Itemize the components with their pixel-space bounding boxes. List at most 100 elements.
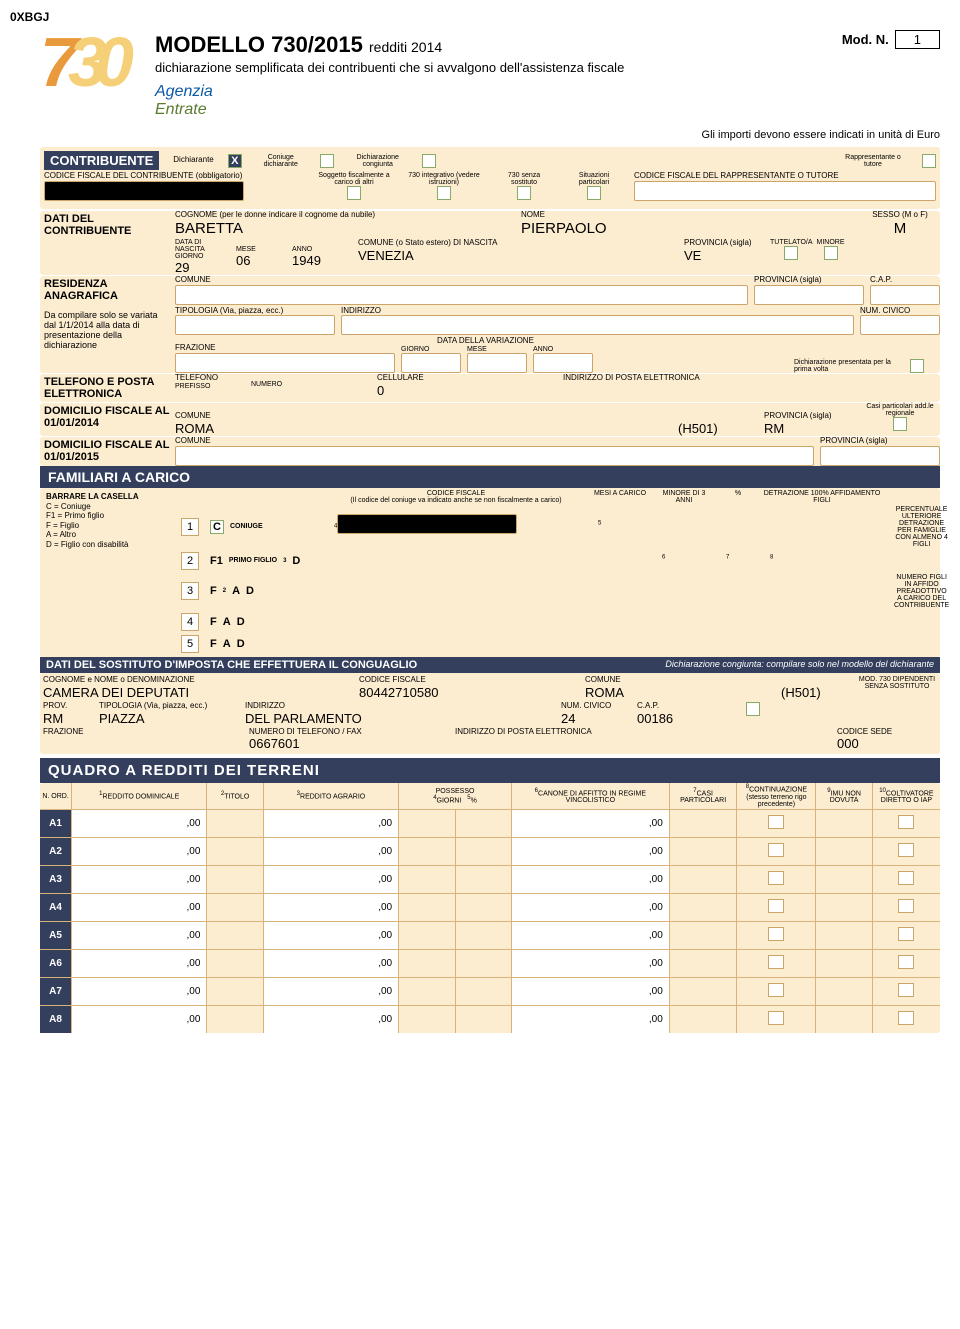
res-cap <box>870 285 940 305</box>
A5-dom: ,00 <box>72 921 207 949</box>
A1-imu <box>816 809 872 837</box>
res-fraz <box>175 353 395 373</box>
tutelato-check[interactable] <box>784 246 798 260</box>
A8-imu <box>816 1005 872 1033</box>
coniuge-label: Coniuge dichiarante <box>256 154 306 168</box>
terreni-table: N. ORD. 1REDDITO DOMINICALE 2TITOLO 3RED… <box>40 783 940 1033</box>
dichiarante-check[interactable]: X <box>228 154 242 168</box>
A2-colt <box>872 837 940 865</box>
A4-canone: ,00 <box>511 893 669 921</box>
cf-value <box>44 181 244 201</box>
residenza-note: Da compilare solo se variata dal 1/1/201… <box>40 308 175 352</box>
minore-check[interactable] <box>824 246 838 260</box>
fam-cf-sub: (Il codice del coniuge va indicato anche… <box>350 497 561 504</box>
casi-l: Casi particolari add.le regionale <box>860 403 940 417</box>
casi-check[interactable] <box>893 417 907 431</box>
A7-tit <box>207 977 263 1005</box>
A4-imu <box>816 893 872 921</box>
cognome-hdr: COGNOME (per le donne indicare il cognom… <box>175 211 515 220</box>
A1-pct <box>455 809 511 837</box>
c-check[interactable]: C <box>210 520 224 534</box>
giorno: 29 <box>175 260 230 275</box>
fam-legend: BARRARE LA CASELLA C = Coniuge F1 = Prim… <box>42 490 177 655</box>
prima-check[interactable] <box>910 359 924 373</box>
senza-check[interactable] <box>517 186 531 200</box>
terr-row-A2: A2 <box>40 837 72 865</box>
integr-check[interactable] <box>437 186 451 200</box>
sost-cf-l: CODICE FISCALE <box>359 676 579 685</box>
A2-tit <box>207 837 263 865</box>
A8-gio <box>399 1005 455 1033</box>
terr-row-A6: A6 <box>40 949 72 977</box>
col-n: N. ORD. <box>40 783 72 809</box>
res-civ <box>860 315 940 335</box>
col-agr: REDDITO AGRARIO <box>300 794 365 801</box>
section-sostituto: DATI DEL SOSTITUTO D'IMPOSTA CHE EFFETTU… <box>40 657 940 673</box>
congiunta-check[interactable] <box>422 154 436 168</box>
A4-cont <box>737 893 816 921</box>
A2-casi <box>669 837 737 865</box>
pref-l: PREFISSO <box>175 383 245 390</box>
fam1-cf <box>337 514 517 534</box>
section-dom15: DOMICILIO FISCALE AL 01/01/2015 <box>40 437 175 466</box>
var-g <box>401 353 461 373</box>
var-g-l: GIORNO <box>401 346 461 353</box>
sost-code: (H501) <box>781 685 851 700</box>
coniuge-check[interactable] <box>320 154 334 168</box>
dom15-comune <box>175 446 814 466</box>
sogg-check[interactable] <box>347 186 361 200</box>
A7-canone: ,00 <box>511 977 669 1005</box>
A7-agr: ,00 <box>263 977 398 1005</box>
res-cap-l: C.A.P. <box>870 276 940 285</box>
dom14-prov: RM <box>764 421 854 436</box>
pct-l: % <box>718 490 758 504</box>
sost-civ-l: NUM. CIVICO <box>561 702 631 711</box>
A7-imu <box>816 977 872 1005</box>
mod730-check[interactable] <box>746 702 760 716</box>
sost-ind: DEL PARLAMENTO <box>245 711 555 726</box>
A8-cont <box>737 1005 816 1033</box>
affido-l: NUMERO FIGLI IN AFFIDO PREADOTTIVO A CAR… <box>894 574 949 609</box>
A8-pct <box>455 1005 511 1033</box>
dn-label: DATA DI NASCITA <box>175 239 230 253</box>
sit-check[interactable] <box>587 186 601 200</box>
A4-pct <box>455 893 511 921</box>
res-tip <box>175 315 335 335</box>
A6-imu <box>816 949 872 977</box>
cell-v: 0 <box>377 383 557 398</box>
comune-nasc-l: COMUNE (o Stato estero) DI NASCITA <box>358 239 678 248</box>
fam-row-1: 1 <box>181 518 199 536</box>
var-a-l: ANNO <box>533 346 593 353</box>
cf-rappr-value <box>634 181 936 201</box>
A5-imu <box>816 921 872 949</box>
sost-cf: 80442710580 <box>359 685 579 700</box>
cf-rappr-label: CODICE FISCALE DEL RAPPRESENTANTE O TUTO… <box>634 172 936 181</box>
section-telefono: TELEFONO E POSTA ELETTRONICA <box>40 374 175 402</box>
var-a <box>533 353 593 373</box>
rappr-check[interactable] <box>922 154 936 168</box>
A4-agr: ,00 <box>263 893 398 921</box>
sost-fax: 0667601 <box>249 736 449 751</box>
dom14-comune: ROMA <box>175 421 672 436</box>
A5-canone: ,00 <box>511 921 669 949</box>
res-comune <box>175 285 748 305</box>
section-contribuente: CONTRIBUENTE <box>44 151 159 170</box>
col-gio: GIORNI <box>437 797 462 804</box>
col-tit: TITOLO <box>224 794 249 801</box>
sesso-hdr: SESSO (M o F) <box>860 211 940 220</box>
A6-colt <box>872 949 940 977</box>
integr-label: 730 integrativo (vedere istruzioni) <box>404 172 484 186</box>
sost-tip: PIAZZA <box>99 711 239 726</box>
A5-gio <box>399 921 455 949</box>
res-civ-l: NUM. CIVICO <box>860 307 940 316</box>
col-canone: CANONE DI AFFITTO IN REGIME VINCOLISTICO <box>538 790 646 804</box>
section-dati: DATI DEL CONTRIBUENTE <box>40 211 175 275</box>
col-poss: POSSESSO <box>436 788 475 795</box>
var-m <box>467 353 527 373</box>
num-l: NUMERO <box>251 381 371 388</box>
A1-dom: ,00 <box>72 809 207 837</box>
sost-sede-l: CODICE SEDE <box>837 728 937 737</box>
title: MODELLO 730/2015 redditi 2014 <box>155 32 940 58</box>
dom14-code: (H501) <box>678 421 758 436</box>
terr-row-A8: A8 <box>40 1005 72 1033</box>
